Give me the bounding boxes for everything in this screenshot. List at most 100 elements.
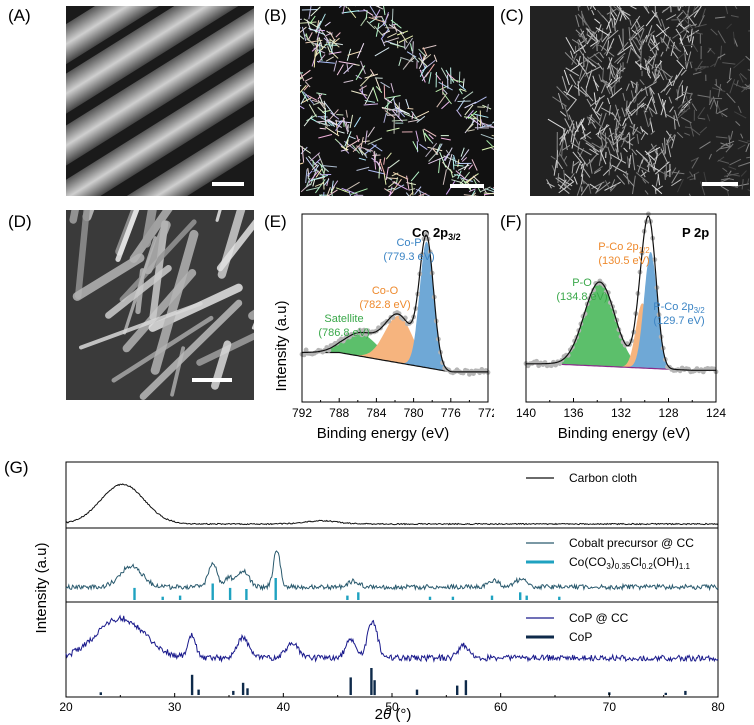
x-tick-label: 30 — [168, 700, 182, 714]
plot-frame — [65, 461, 719, 698]
peak-energy-label: (134.8 eV) — [556, 291, 607, 303]
y-axis-label: Intensity (a.u) — [33, 543, 50, 634]
x-tick-label: 40 — [277, 700, 291, 714]
reference-line — [373, 680, 376, 696]
peak-label: P-O — [572, 277, 592, 289]
x-tick-label: 70 — [603, 700, 617, 714]
peak-energy-label: (779.3 eV) — [383, 251, 434, 263]
x-tick-label: 20 — [59, 700, 73, 714]
fit-envelope — [526, 215, 716, 371]
reference-line — [346, 595, 349, 600]
sem-image-c — [530, 6, 750, 196]
fit-envelope — [302, 234, 488, 373]
chart-title: Co 2p3/2 — [412, 225, 461, 242]
sem-image-a — [66, 6, 254, 196]
reference-line — [415, 689, 419, 695]
y-axis-label: Intensity (a.u) — [273, 301, 290, 392]
legend-label: Carbon cloth — [569, 471, 637, 485]
x-tick-label: 780 — [404, 406, 424, 420]
reference-line — [490, 595, 494, 600]
x-tick-label: 140 — [516, 406, 536, 420]
reference-line — [519, 592, 522, 600]
peak-label: P-Co 2p3/2 — [653, 301, 705, 315]
x-tick-label: 124 — [706, 406, 726, 420]
reference-line — [178, 595, 182, 600]
reference-line — [211, 583, 214, 600]
peak-energy-label: (130.5 eV) — [598, 255, 649, 267]
data-point — [301, 352, 307, 358]
x-tick-label: 50 — [385, 700, 399, 714]
data-point — [361, 327, 367, 333]
peak-energy-label: (782.8 eV) — [359, 299, 410, 311]
series-line — [65, 614, 719, 663]
scale-bar — [212, 182, 244, 186]
x-axis-label: Binding energy (eV) — [558, 425, 691, 442]
panel-label-g: (G) — [4, 458, 29, 477]
reference-line — [246, 688, 249, 696]
panel-label-a: (A) — [8, 6, 31, 25]
chart-title: P 2p — [682, 225, 709, 240]
x-tick-label: 132 — [611, 406, 631, 420]
reference-line — [99, 692, 102, 695]
reference-line — [464, 680, 468, 696]
reference-line — [197, 689, 200, 695]
scale-bar — [450, 184, 484, 188]
data-point — [359, 332, 365, 338]
peak-label: P-Co 2p1/2 — [598, 241, 650, 255]
reference-line — [558, 596, 561, 600]
x-axis-label: 2θ (°) — [375, 706, 412, 723]
reference-line — [241, 682, 245, 695]
peak-label: Satellite — [324, 313, 363, 325]
x-tick-label: 136 — [563, 406, 583, 420]
reference-line — [274, 578, 277, 600]
reference-line — [428, 596, 432, 600]
data-point — [303, 347, 309, 353]
panel-label-d: (D) — [8, 212, 32, 231]
data-point — [534, 358, 539, 364]
peak-energy-label: (786.8 eV) — [318, 327, 369, 339]
legend-label: CoP @ CC — [569, 611, 629, 625]
reference-line — [133, 587, 136, 600]
peak-component-2 — [628, 252, 673, 370]
panel-label-f: (F) — [500, 212, 522, 231]
legend-label: CoP — [569, 630, 592, 644]
x-tick-label: 776 — [441, 406, 461, 420]
x-axis-label: Binding energy (eV) — [317, 425, 450, 442]
reference-line — [190, 674, 194, 696]
reference-line — [684, 690, 687, 695]
reference-line — [664, 692, 667, 695]
sem-image-b — [300, 6, 494, 196]
reference-line — [451, 596, 455, 600]
scale-bar — [702, 182, 738, 186]
x-tick-label: 784 — [366, 406, 386, 420]
reference-line — [349, 677, 352, 695]
reference-line — [357, 592, 360, 600]
legend-label: Co(CO3)0.35Cl0.2(OH)1.1 — [569, 555, 691, 571]
series-line — [65, 483, 719, 526]
scale-bar — [192, 378, 232, 382]
reference-line — [161, 596, 164, 600]
x-tick-label: 128 — [658, 406, 678, 420]
peak-label: Co-P — [396, 237, 421, 249]
x-tick-label: 80 — [711, 700, 725, 714]
legend-label: Cobalt precursor @ CC — [569, 536, 694, 550]
data-point — [565, 352, 571, 358]
x-tick-label: 792 — [292, 406, 312, 420]
panel-label-b: (B) — [264, 6, 287, 25]
peak-component-0 — [402, 241, 451, 372]
reference-line — [525, 595, 528, 600]
x-tick-label: 772 — [478, 406, 494, 420]
peak-label: Co-O — [372, 285, 399, 297]
xrd-chart: Intensity (a.u) 20 30 40 50 60 70 80 Carbon clo… — [33, 461, 725, 723]
reference-line — [370, 668, 373, 695]
reference-line — [232, 690, 235, 695]
reference-line — [456, 685, 459, 695]
x-tick-label: 60 — [494, 700, 508, 714]
xps-co-2p-chart: Intensity (a.u) Co 2p3/2 792 788 784 780 776… — [273, 213, 494, 442]
x-tick-label: 788 — [329, 406, 349, 420]
sem-image-d — [66, 210, 254, 400]
data-point — [357, 327, 363, 333]
panel-label-e: (E) — [264, 212, 287, 231]
reference-line — [245, 589, 248, 600]
peak-energy-label: (129.7 eV) — [653, 315, 704, 327]
